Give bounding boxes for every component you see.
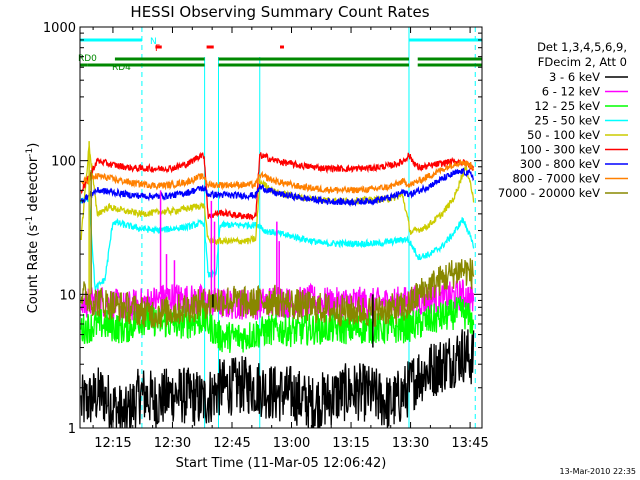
x-tick-label: 12:15 — [94, 436, 131, 451]
legend-label-4: 50 - 100 keV — [527, 128, 600, 142]
y-tick-label: 10 — [59, 288, 76, 303]
x-tick-label: 13:15 — [332, 436, 369, 451]
legend: Det 1,3,4,5,6,9, FDecim 2, Att 0 3 - 6 k… — [498, 40, 628, 200]
flag-label-f: F — [155, 44, 160, 54]
legend-label-6: 300 - 800 keV — [520, 157, 600, 171]
y-axis-label: Count Rate (s-1 detector-1) — [25, 143, 41, 314]
y-axis-label-sup2: -1 — [25, 148, 35, 157]
legend-label-0: 3 - 6 keV — [549, 70, 600, 84]
legend-label-1: 6 - 12 keV — [542, 85, 600, 99]
series-line-0 — [80, 329, 475, 429]
series-line-6 — [80, 167, 475, 207]
y-axis: 1 10 100 1000 — [43, 21, 482, 437]
flag-label-n: N — [150, 37, 157, 47]
x-tick-label: 13:00 — [273, 436, 310, 451]
plot-area: NF RD0 RD4 — [78, 27, 482, 429]
series-line-4 — [80, 145, 475, 246]
y-axis-label-sup1: -1 — [25, 216, 35, 225]
y-axis-label-mid: detector — [26, 156, 41, 216]
series-line-8 — [80, 258, 475, 328]
x-axis: 12:15 12:30 12:45 13:00 13:15 13:30 13:45 — [92, 27, 489, 451]
y-tick-label: 100 — [51, 155, 76, 170]
y-axis-label-end: ) — [26, 143, 41, 148]
flag-label-rd4: RD4 — [112, 63, 131, 73]
series-line-5 — [80, 151, 475, 222]
legend-label-3: 25 - 50 keV — [534, 114, 600, 128]
flag-label-rd0: RD0 — [78, 54, 97, 64]
legend-header-line-1: Det 1,3,4,5,6,9, — [537, 40, 627, 54]
x-tick-label: 13:45 — [451, 436, 488, 451]
x-tick-label: 12:45 — [213, 436, 250, 451]
series-line-7 — [81, 159, 475, 195]
legend-header-line-2: FDecim 2, Att 0 — [538, 55, 627, 69]
y-tick-label: 1 — [68, 422, 76, 437]
x-tick-label: 13:30 — [392, 436, 429, 451]
legend-label-2: 12 - 25 keV — [534, 99, 600, 113]
legend-label-5: 100 - 300 keV — [520, 143, 600, 157]
legend-label-8: 7000 - 20000 keV — [498, 186, 600, 200]
plot-frame — [79, 26, 483, 429]
chart-title: HESSI Observing Summary Count Rates — [130, 3, 429, 21]
footer-timestamp: 13-Mar-2010 22:35 — [560, 467, 637, 476]
x-axis-label: Start Time (11-Mar-05 12:06:42) — [176, 456, 387, 471]
x-tick-label: 12:30 — [154, 436, 191, 451]
y-axis-label-main: Count Rate (s — [26, 225, 41, 314]
y-tick-label: 1000 — [43, 21, 76, 36]
legend-label-7: 800 - 7000 keV — [512, 172, 600, 186]
